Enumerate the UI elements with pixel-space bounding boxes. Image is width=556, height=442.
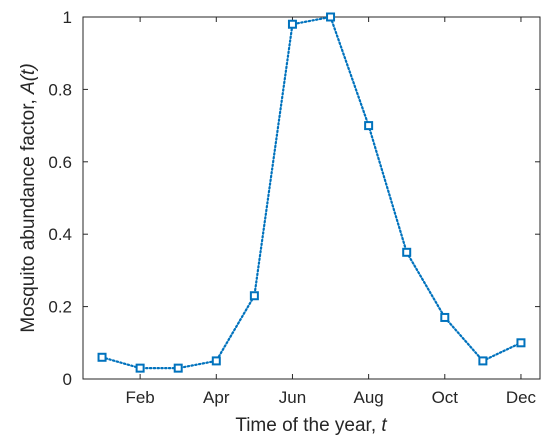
y-tick-label: 0.2	[48, 298, 72, 317]
data-point-marker	[364, 121, 374, 131]
data-point-marker	[287, 19, 297, 29]
x-tick-label: Aug	[354, 388, 384, 407]
data-point-marker	[326, 12, 336, 22]
y-tick-label: 0.4	[48, 225, 72, 244]
data-point-marker	[97, 352, 107, 362]
x-axis-title-variable: t	[381, 415, 387, 436]
plot-area	[83, 17, 540, 379]
data-point-marker	[135, 363, 145, 373]
y-tick-label: 0.6	[48, 153, 72, 172]
data-point-marker	[211, 356, 221, 366]
x-tick-label: Oct	[432, 388, 459, 407]
axes	[82, 16, 541, 380]
series	[97, 12, 526, 373]
series-line	[100, 15, 523, 370]
x-tick-label: Apr	[203, 388, 230, 407]
data-point-marker	[173, 363, 183, 373]
y-axis-title: Mosquito abundance factor, A(t)	[18, 63, 39, 332]
axes-box	[82, 16, 541, 380]
x-axis-title: Time of the year, t	[235, 415, 387, 436]
y-tick-label: 1	[63, 8, 72, 27]
data-point-marker	[402, 247, 412, 257]
ticks: Feb Apr Jun Aug Oct Dec 0 0.2 0.4 0.6 0.8 1	[48, 8, 540, 407]
y-tick-label: 0.8	[48, 80, 72, 99]
data-point-marker	[478, 356, 488, 366]
x-tick-label: Feb	[125, 388, 154, 407]
x-tick-label: Jun	[279, 388, 306, 407]
data-point-marker	[440, 312, 450, 322]
y-axis-title-text: Mosquito abundance factor,	[18, 94, 39, 333]
data-point-marker	[249, 291, 259, 301]
x-tick-label: Dec	[506, 388, 537, 407]
x-axis-title-text: Time of the year,	[235, 415, 381, 436]
data-point-marker	[516, 338, 526, 348]
y-tick-label: 0	[63, 370, 72, 389]
y-axis-title-variable: A(t)	[18, 63, 39, 95]
